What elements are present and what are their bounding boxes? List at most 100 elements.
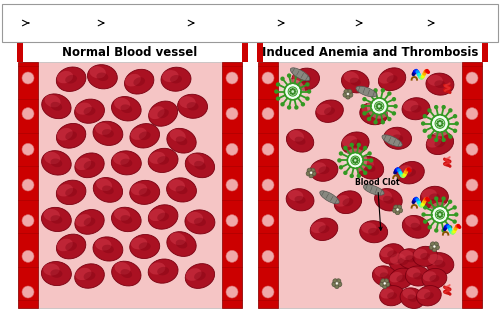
Circle shape — [396, 208, 400, 211]
Circle shape — [454, 121, 459, 126]
Ellipse shape — [149, 209, 165, 221]
Ellipse shape — [434, 260, 446, 268]
Ellipse shape — [75, 214, 91, 227]
Ellipse shape — [22, 215, 34, 227]
Ellipse shape — [380, 288, 394, 299]
Bar — [222, 62, 242, 308]
Ellipse shape — [402, 98, 430, 120]
Circle shape — [289, 90, 292, 93]
Ellipse shape — [114, 262, 130, 275]
Ellipse shape — [185, 264, 214, 288]
Circle shape — [396, 209, 398, 211]
Ellipse shape — [194, 218, 206, 226]
Ellipse shape — [75, 153, 104, 178]
Ellipse shape — [430, 242, 434, 246]
Ellipse shape — [402, 215, 429, 238]
Ellipse shape — [311, 162, 326, 173]
Ellipse shape — [120, 159, 132, 167]
Circle shape — [77, 10, 103, 36]
Ellipse shape — [377, 189, 392, 201]
Ellipse shape — [380, 286, 404, 306]
Ellipse shape — [378, 68, 406, 91]
Circle shape — [442, 105, 446, 109]
Ellipse shape — [22, 143, 34, 155]
Ellipse shape — [350, 78, 361, 86]
Ellipse shape — [170, 233, 186, 245]
Circle shape — [376, 105, 378, 108]
Ellipse shape — [176, 136, 188, 145]
Ellipse shape — [130, 180, 160, 204]
Ellipse shape — [131, 237, 148, 249]
Circle shape — [374, 102, 384, 111]
Ellipse shape — [362, 104, 377, 115]
Ellipse shape — [334, 285, 339, 289]
Bar — [0, 42, 500, 62]
Ellipse shape — [380, 272, 390, 280]
Ellipse shape — [400, 250, 413, 260]
Circle shape — [376, 103, 378, 106]
Circle shape — [294, 73, 298, 78]
Circle shape — [300, 102, 305, 107]
Ellipse shape — [390, 253, 405, 264]
Circle shape — [438, 120, 441, 122]
Circle shape — [72, 28, 77, 33]
Ellipse shape — [185, 210, 215, 234]
Circle shape — [427, 111, 452, 136]
Text: CRP: CRP — [280, 19, 300, 28]
Circle shape — [427, 134, 432, 139]
Ellipse shape — [226, 108, 238, 120]
Ellipse shape — [74, 264, 104, 288]
Circle shape — [378, 108, 380, 110]
Ellipse shape — [342, 132, 369, 155]
Circle shape — [432, 245, 436, 248]
Circle shape — [294, 92, 296, 94]
Ellipse shape — [42, 151, 71, 175]
Ellipse shape — [50, 215, 62, 224]
Ellipse shape — [50, 158, 62, 167]
Ellipse shape — [226, 72, 238, 84]
Ellipse shape — [466, 108, 478, 120]
Circle shape — [89, 25, 91, 27]
Ellipse shape — [56, 124, 86, 148]
Circle shape — [92, 37, 96, 42]
Circle shape — [376, 107, 378, 109]
Ellipse shape — [93, 237, 123, 261]
Ellipse shape — [426, 252, 454, 275]
Circle shape — [337, 158, 342, 163]
Ellipse shape — [57, 239, 73, 251]
Ellipse shape — [398, 205, 402, 209]
Circle shape — [85, 18, 95, 28]
Ellipse shape — [350, 93, 353, 97]
Ellipse shape — [158, 109, 169, 118]
Circle shape — [394, 104, 398, 108]
Circle shape — [392, 111, 396, 116]
Ellipse shape — [90, 66, 106, 78]
Circle shape — [356, 174, 361, 178]
Circle shape — [392, 97, 396, 101]
Ellipse shape — [75, 157, 91, 170]
Ellipse shape — [292, 71, 308, 83]
Ellipse shape — [294, 196, 306, 204]
Circle shape — [442, 138, 446, 142]
Circle shape — [440, 212, 443, 214]
Ellipse shape — [386, 75, 398, 83]
Ellipse shape — [300, 75, 311, 83]
Bar — [17, 42, 23, 62]
Circle shape — [434, 246, 436, 247]
Ellipse shape — [420, 253, 430, 260]
Circle shape — [87, 20, 90, 22]
Circle shape — [438, 125, 441, 127]
Circle shape — [294, 89, 296, 91]
Circle shape — [354, 162, 356, 164]
Circle shape — [387, 117, 392, 121]
Ellipse shape — [360, 102, 388, 125]
Ellipse shape — [84, 161, 96, 170]
Circle shape — [310, 172, 312, 173]
Ellipse shape — [405, 216, 420, 228]
Ellipse shape — [50, 269, 62, 278]
Circle shape — [292, 88, 294, 90]
Ellipse shape — [422, 189, 437, 200]
Ellipse shape — [413, 273, 423, 280]
Ellipse shape — [374, 188, 402, 211]
Ellipse shape — [318, 166, 330, 174]
